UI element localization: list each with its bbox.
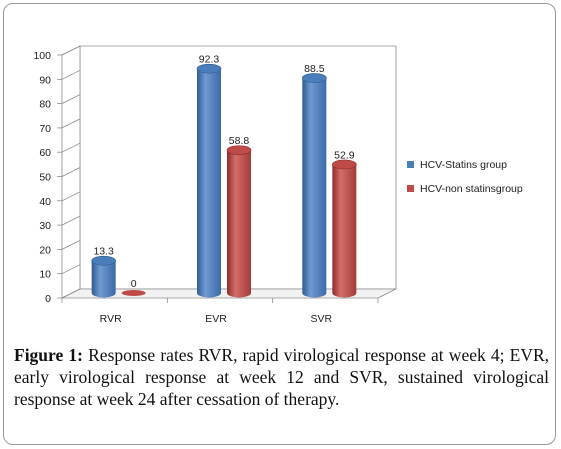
legend-swatch <box>407 185 414 192</box>
bar-hcv-non-statinsgroup-svr <box>332 159 357 298</box>
y-gridline-side <box>61 45 81 56</box>
y-gridline-side <box>61 142 81 153</box>
bar-body <box>91 260 116 298</box>
figure-caption: Figure 1: Response rates RVR, rapid viro… <box>14 344 549 410</box>
y-gridline-side <box>61 264 81 275</box>
bar-chart: 0 10 20 30 40 50 60 70 80 90 100 RVR 13.3 0 EVR 92.3 58.… <box>33 45 523 325</box>
bar-hcv-non-statinsgroup-rvr <box>121 290 146 296</box>
bar-cap <box>121 290 146 296</box>
y-tick-label: 30 <box>39 220 51 232</box>
bar-body <box>197 68 221 298</box>
y-tick-label: 20 <box>39 244 51 256</box>
y-tick-label: 10 <box>39 269 51 281</box>
y-gridline-side <box>61 118 81 129</box>
bar-hcv-statins-group-rvr <box>91 255 116 298</box>
bar-body <box>302 77 327 298</box>
y-gridline-side <box>61 240 81 250</box>
bar-cap <box>302 73 327 83</box>
bar-body <box>332 164 357 298</box>
bar-cap <box>332 159 357 170</box>
legend-label: HCV-Statins group <box>420 159 507 171</box>
bar-hcv-statins-group-evr <box>196 63 222 298</box>
x-tick-label: EVR <box>205 313 227 325</box>
y-gridline-side <box>61 215 81 226</box>
y-tick-label: 60 <box>39 147 51 159</box>
legend-label: HCV-non statinsgroup <box>420 183 523 195</box>
y-gridline-side <box>61 191 81 202</box>
y-gridline-side <box>61 167 81 177</box>
data-label: 88.5 <box>304 63 325 75</box>
y-gridline-side <box>61 94 81 104</box>
data-label: 58.8 <box>229 135 250 147</box>
y-gridline-side <box>61 69 81 80</box>
bar-hcv-non-statinsgroup-evr <box>226 145 252 298</box>
data-label: 0 <box>131 278 137 290</box>
bar-cap <box>91 255 116 266</box>
legend-swatch <box>407 161 414 168</box>
y-gridline-side <box>61 288 81 299</box>
bar-cap <box>196 63 222 74</box>
bar-cap <box>226 145 252 155</box>
x-tick-label: RVR <box>100 313 122 325</box>
bar-body <box>227 150 251 298</box>
y-tick-label: 40 <box>39 196 51 208</box>
data-label: 13.3 <box>93 246 114 258</box>
y-tick-label: 90 <box>39 74 51 86</box>
y-tick-label: 70 <box>39 123 51 135</box>
y-tick-label: 0 <box>45 293 51 305</box>
y-tick-label: 100 <box>33 50 51 62</box>
bar-hcv-statins-group-svr <box>302 73 327 298</box>
caption-text: Response rates RVR, rapid virological re… <box>14 345 549 409</box>
y-tick-label: 50 <box>39 172 51 184</box>
data-label: 92.3 <box>199 54 220 66</box>
data-label: 52.9 <box>334 149 355 161</box>
y-tick-label: 80 <box>39 99 51 111</box>
figure-frame <box>3 3 556 445</box>
caption-label: Figure 1: <box>14 345 83 365</box>
x-tick-label: SVR <box>311 313 333 325</box>
